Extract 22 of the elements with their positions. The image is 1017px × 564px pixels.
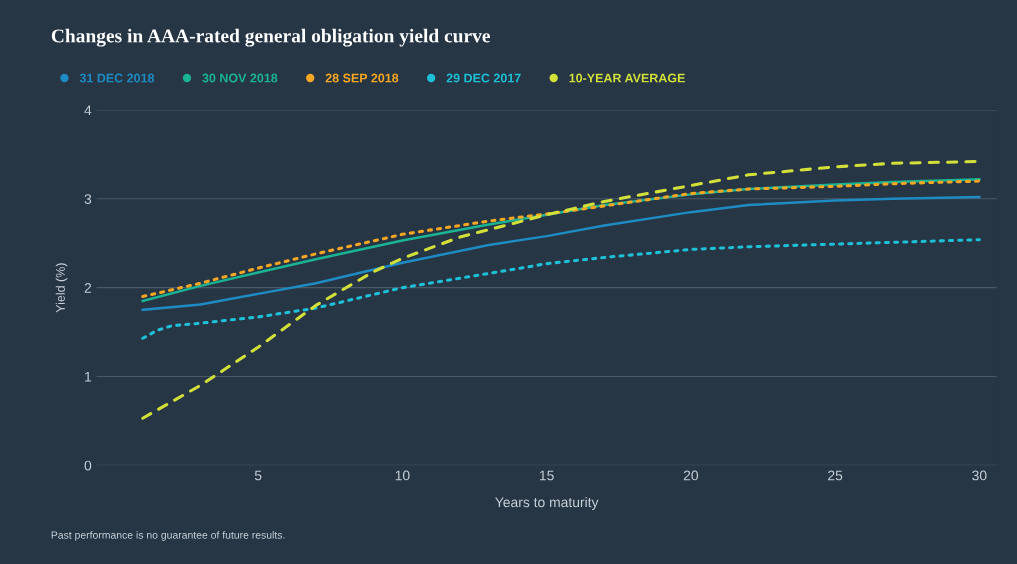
x-tick-label: 10	[395, 470, 410, 481]
text: Past performance is no guarantee of future results.	[51, 531, 285, 541]
y-tick-label: 2	[84, 282, 92, 293]
legend-label: 30 NOV 2018	[202, 73, 278, 83]
y-tick-label: 1	[85, 371, 92, 382]
x-tick-label: 25	[828, 470, 843, 481]
chart-title: Changes in AAA-rated general obligation yield curve	[51, 28, 490, 47]
legend-label: 31 DEC 2018	[79, 73, 155, 83]
legend-label: 28 SEP 2018	[325, 73, 399, 83]
legend-label: 29 DEC 2017	[446, 73, 521, 83]
line-series	[141, 238, 981, 340]
x-tick-label: 20	[683, 470, 699, 481]
y-tick-label: 0	[84, 460, 92, 471]
line-series	[141, 195, 981, 312]
x-axis-title: Years to maturity	[495, 497, 599, 510]
x-tick-label: 15	[539, 470, 554, 481]
y-tick-label: 3	[84, 194, 92, 204]
x-tick-label: 30	[972, 470, 987, 481]
y-axis-title: Yield (%)	[55, 263, 68, 313]
y-tick-label: 4	[84, 105, 92, 116]
x-tick-label: 5	[254, 470, 262, 481]
legend-label: 10-YEAR AVERAGE	[569, 73, 685, 83]
